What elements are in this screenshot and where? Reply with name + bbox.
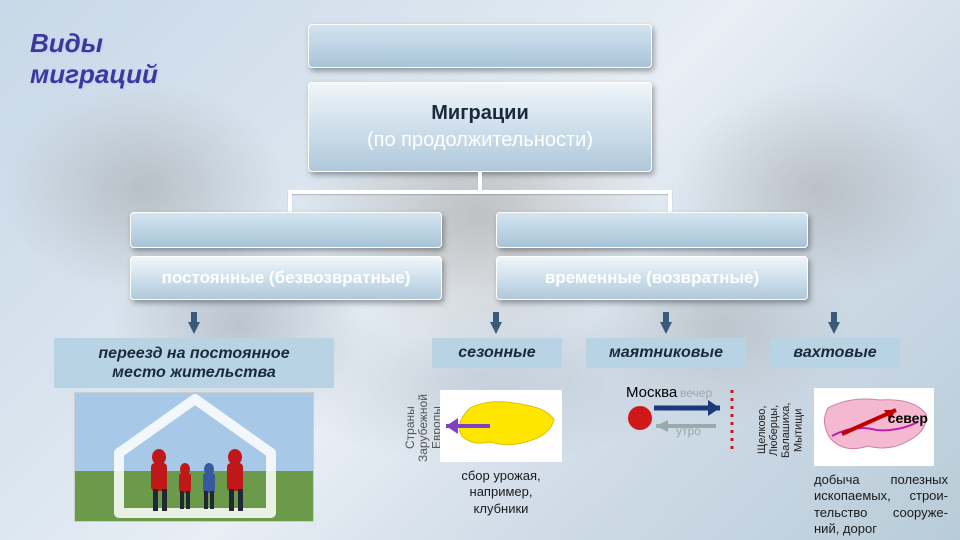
node-permanent: постоянные (безвозвратные) [130,256,442,300]
connector [288,190,672,194]
leaf-shift-label: вахтовые [793,344,876,362]
leaf-permanent: переезд на постоянное место жительства [54,338,334,388]
arrow-icon [188,322,200,334]
vtext-europe: Страны Зарубежной Европы [404,388,444,468]
root-line2: (по продолжительности) [367,129,593,152]
node-top-blank [308,24,652,68]
title-line1: Виды [30,28,103,58]
leaf-seasonal-label: сезонные [458,344,535,362]
title-line2: миграций [30,59,158,89]
illustration-seasonal [440,390,562,462]
leaf-permanent-l2: место жительства [112,364,276,381]
vtext-cities: Щелково, Люберцы, Балашиха, Мытищи [756,382,804,478]
illustration-pendulum: Москва вечер утро [590,384,750,474]
arrow-icon [828,322,840,334]
connector [668,190,672,212]
node-temporary: временные (возвратные) [496,256,808,300]
slide-title: Виды миграций [30,28,158,90]
arrow-icon [490,322,502,334]
shift-north-label: север [888,410,928,426]
caption-shift: добыча полезных ископаемых, строи-тельст… [814,472,948,537]
arrow-icon [660,322,672,334]
node-root: Миграции (по продолжительности) [308,82,652,172]
connector [478,172,482,190]
illustration-shift: север [814,388,934,466]
node-temporary-label: временные (возвратные) [545,268,759,288]
node-left-blank [130,212,442,248]
illustration-house [74,392,314,522]
leaf-pendulum-label: маятниковые [609,344,723,362]
root-line1: Миграции [431,102,529,125]
connector [288,190,292,212]
leaf-seasonal: сезонные [432,338,562,368]
node-right-blank [496,212,808,248]
node-permanent-label: постоянные (безвозвратные) [162,268,411,288]
leaf-pendulum: маятниковые [586,338,746,368]
leaf-permanent-l1: переезд на постоянное [98,345,289,362]
leaf-shift: вахтовые [770,338,900,368]
caption-seasonal: сбор урожая, например, клубники [440,468,562,517]
